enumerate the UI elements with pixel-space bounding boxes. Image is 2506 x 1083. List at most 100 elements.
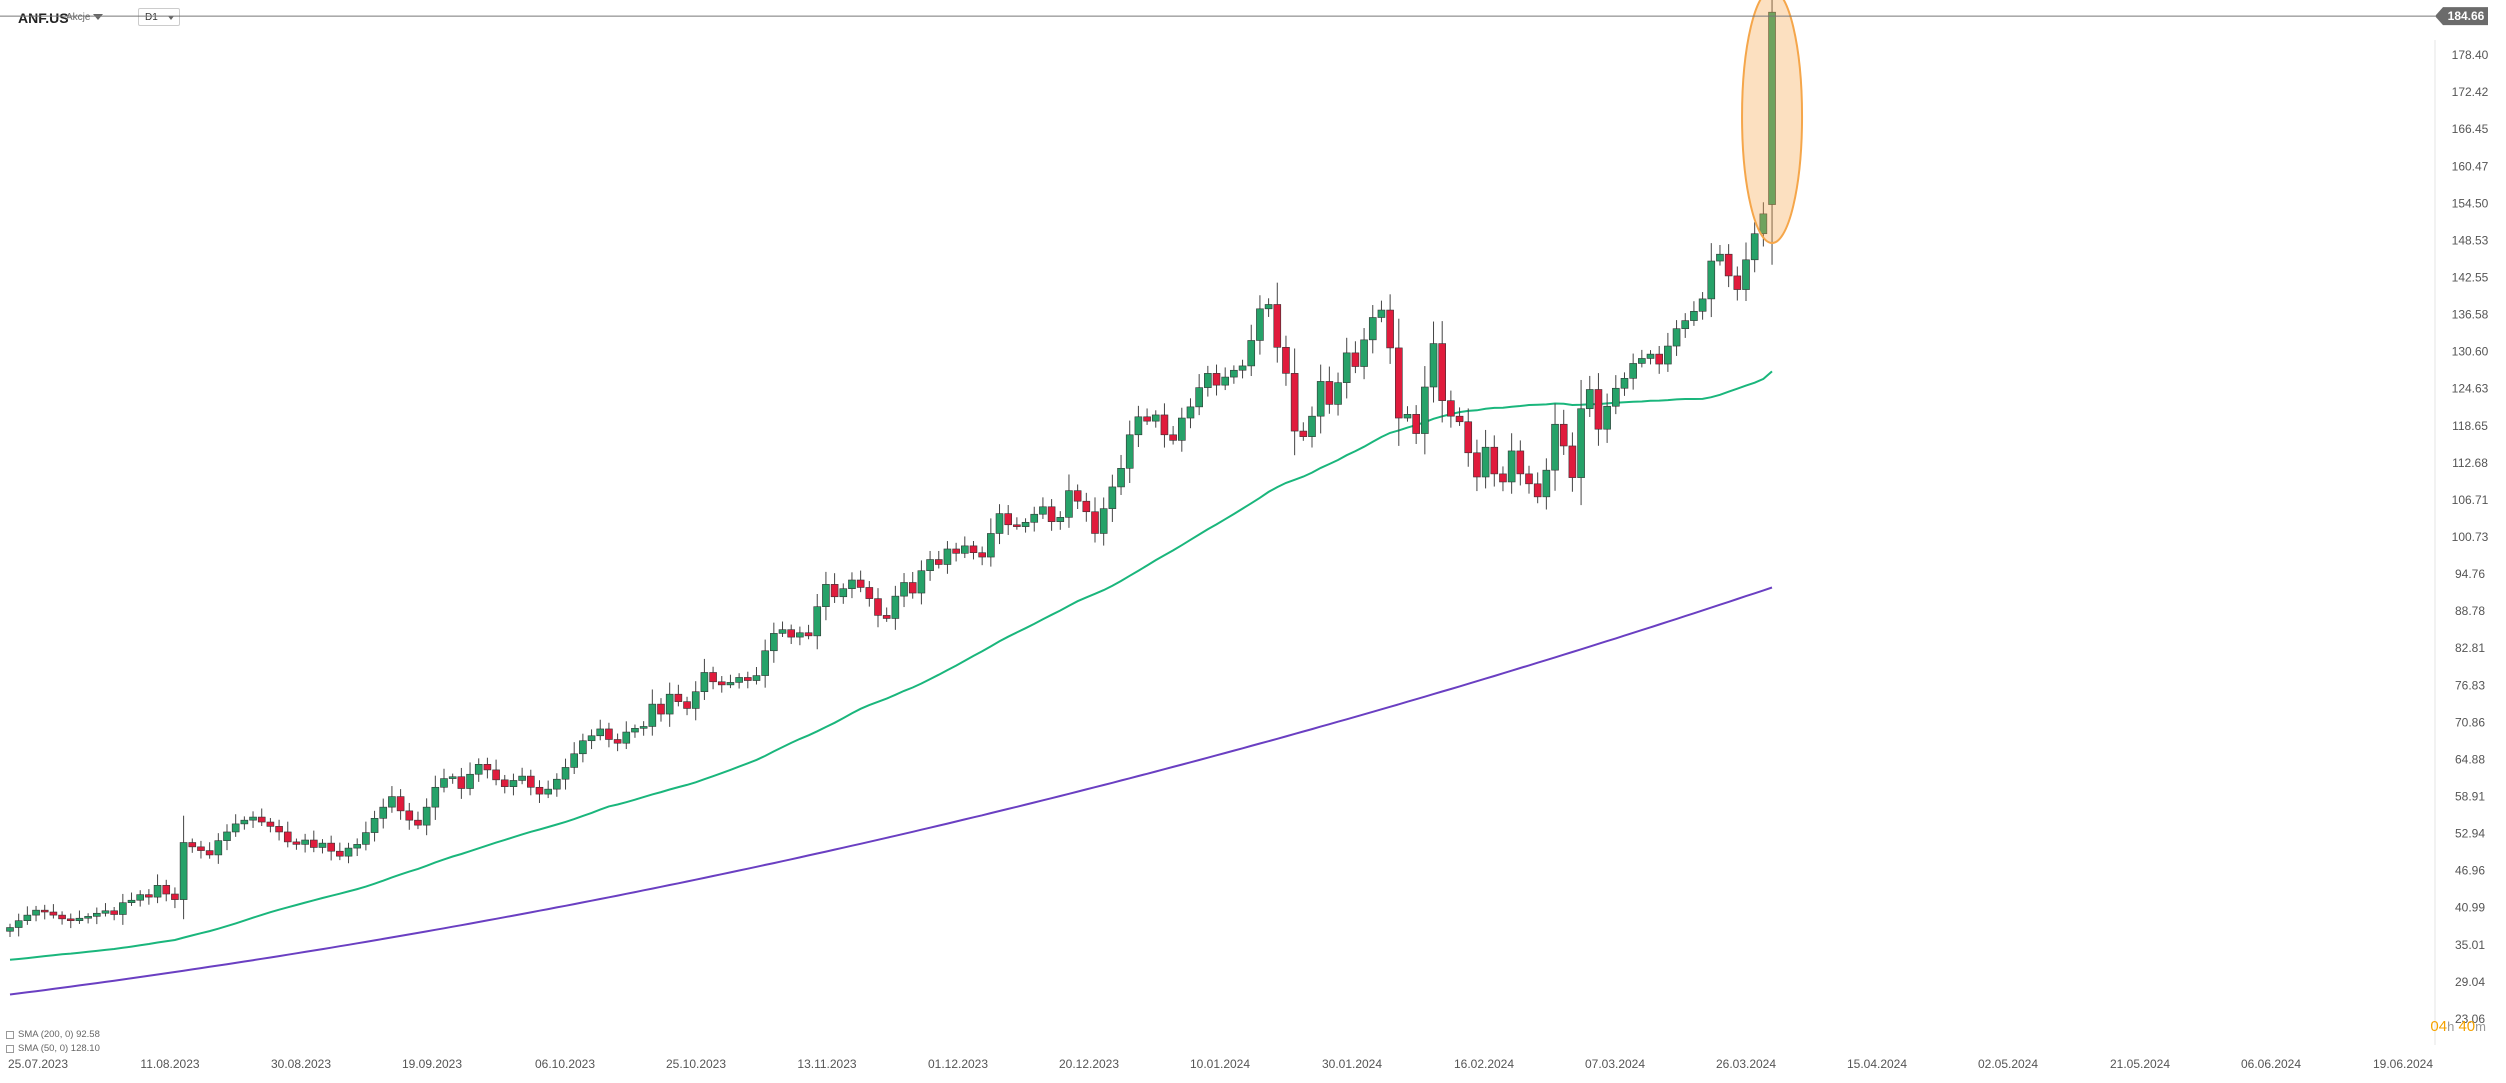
candle-body	[553, 778, 561, 790]
legend-sma200-text: SMA (200, 0) 92.58	[18, 1029, 100, 1040]
candle-body	[240, 819, 249, 825]
candle-body	[127, 899, 136, 904]
candle-up	[1638, 349, 1646, 368]
candle-body	[509, 780, 518, 787]
candle-body	[58, 914, 66, 920]
candle-up	[127, 892, 136, 906]
candle-body	[526, 775, 535, 788]
candle-down	[1169, 426, 1177, 445]
candle-body	[1386, 309, 1394, 349]
candle-up	[518, 767, 526, 785]
candle-down	[709, 666, 717, 690]
candle-down	[1004, 505, 1013, 535]
candle-body	[414, 819, 422, 826]
candle-down	[856, 570, 865, 593]
candle-body	[691, 691, 700, 709]
candle-up	[1247, 324, 1256, 377]
y-tick-label: 166.45	[2452, 122, 2489, 136]
y-tick-label: 29.04	[2455, 975, 2485, 989]
candle-body	[822, 584, 830, 607]
candle-body	[1230, 369, 1238, 378]
candle-up	[1577, 379, 1585, 506]
candle-down	[1047, 499, 1056, 531]
y-tick-label: 160.47	[2452, 159, 2489, 173]
candle-up	[1316, 364, 1325, 434]
candle-body	[1516, 450, 1525, 475]
candle-body	[813, 606, 822, 637]
candle-up	[231, 814, 240, 837]
candle-body	[422, 806, 431, 826]
candle-up	[735, 673, 743, 689]
candle-body	[839, 588, 848, 598]
candle-body	[1368, 317, 1377, 341]
candle-body	[1499, 473, 1507, 483]
candle-down	[605, 722, 613, 748]
candle-up	[943, 541, 952, 574]
candle-body	[770, 633, 778, 652]
candle-body	[405, 810, 414, 821]
y-tick-label: 130.60	[2452, 345, 2489, 359]
candle-body	[1438, 343, 1446, 401]
candle-up	[1368, 305, 1377, 354]
candle-down	[613, 733, 622, 752]
candle-up	[1030, 506, 1039, 532]
candle-body	[1629, 363, 1637, 379]
candle-body	[101, 910, 110, 914]
candle-up	[1698, 292, 1707, 320]
candle-down	[1386, 294, 1394, 364]
candle-body	[1568, 445, 1577, 478]
candle-body	[162, 885, 171, 895]
candle-body	[1256, 308, 1264, 341]
y-tick-label: 52.94	[2455, 827, 2485, 841]
y-tick-label: 35.01	[2455, 938, 2485, 952]
candle-body	[1169, 434, 1177, 441]
x-tick-label: 15.04.2024	[1847, 1057, 1907, 1071]
candle-up	[318, 839, 327, 854]
candle-down	[1143, 408, 1151, 425]
candle-body	[1542, 469, 1551, 498]
candle-down	[49, 904, 58, 919]
legend-toggle-icon[interactable]	[6, 1044, 14, 1053]
timeframe-select[interactable]: D1	[138, 8, 180, 26]
candle-down	[882, 607, 891, 622]
candle-up	[1664, 332, 1672, 372]
candle-body	[1585, 389, 1594, 410]
candle-down	[1516, 440, 1525, 486]
candle-body	[1412, 414, 1420, 434]
legend-sma200[interactable]: SMA (200, 0) 92.58	[6, 1029, 100, 1040]
candle-body	[874, 598, 882, 616]
candle-down	[1013, 517, 1021, 530]
candle-down	[1325, 366, 1334, 414]
candle-body	[14, 920, 23, 928]
candle-body	[492, 769, 500, 781]
y-tick-label: 64.88	[2455, 752, 2485, 766]
candle-up	[1603, 393, 1611, 443]
legend-toggle-icon[interactable]	[6, 1030, 14, 1039]
y-tick-label: 178.40	[2452, 48, 2489, 62]
candle-down	[309, 830, 318, 853]
legend-sma50[interactable]: SMA (50, 0) 128.10	[6, 1043, 100, 1054]
candle-down	[197, 840, 205, 859]
candle-up	[1238, 359, 1247, 379]
candle-down	[145, 889, 153, 905]
candle-down	[934, 550, 943, 569]
candle-body	[639, 726, 648, 729]
candle-up	[1186, 398, 1195, 429]
candle-up	[665, 682, 674, 727]
symbol-label[interactable]: ANF.US	[18, 10, 69, 26]
candle-body	[761, 650, 769, 676]
candle-body	[1212, 373, 1221, 386]
candle-body	[1490, 446, 1499, 475]
candle-body	[1733, 275, 1742, 290]
candle-up	[995, 504, 1004, 545]
candle-body	[1047, 506, 1056, 522]
candle-body	[1646, 353, 1655, 359]
candle-down	[1655, 345, 1663, 374]
candle-down	[1733, 266, 1742, 301]
symbol-dropdown-icon[interactable]	[93, 14, 103, 20]
candle-down	[1455, 407, 1464, 426]
candle-up	[917, 560, 926, 605]
candle-body	[1342, 352, 1351, 383]
candle-body	[1065, 490, 1073, 518]
